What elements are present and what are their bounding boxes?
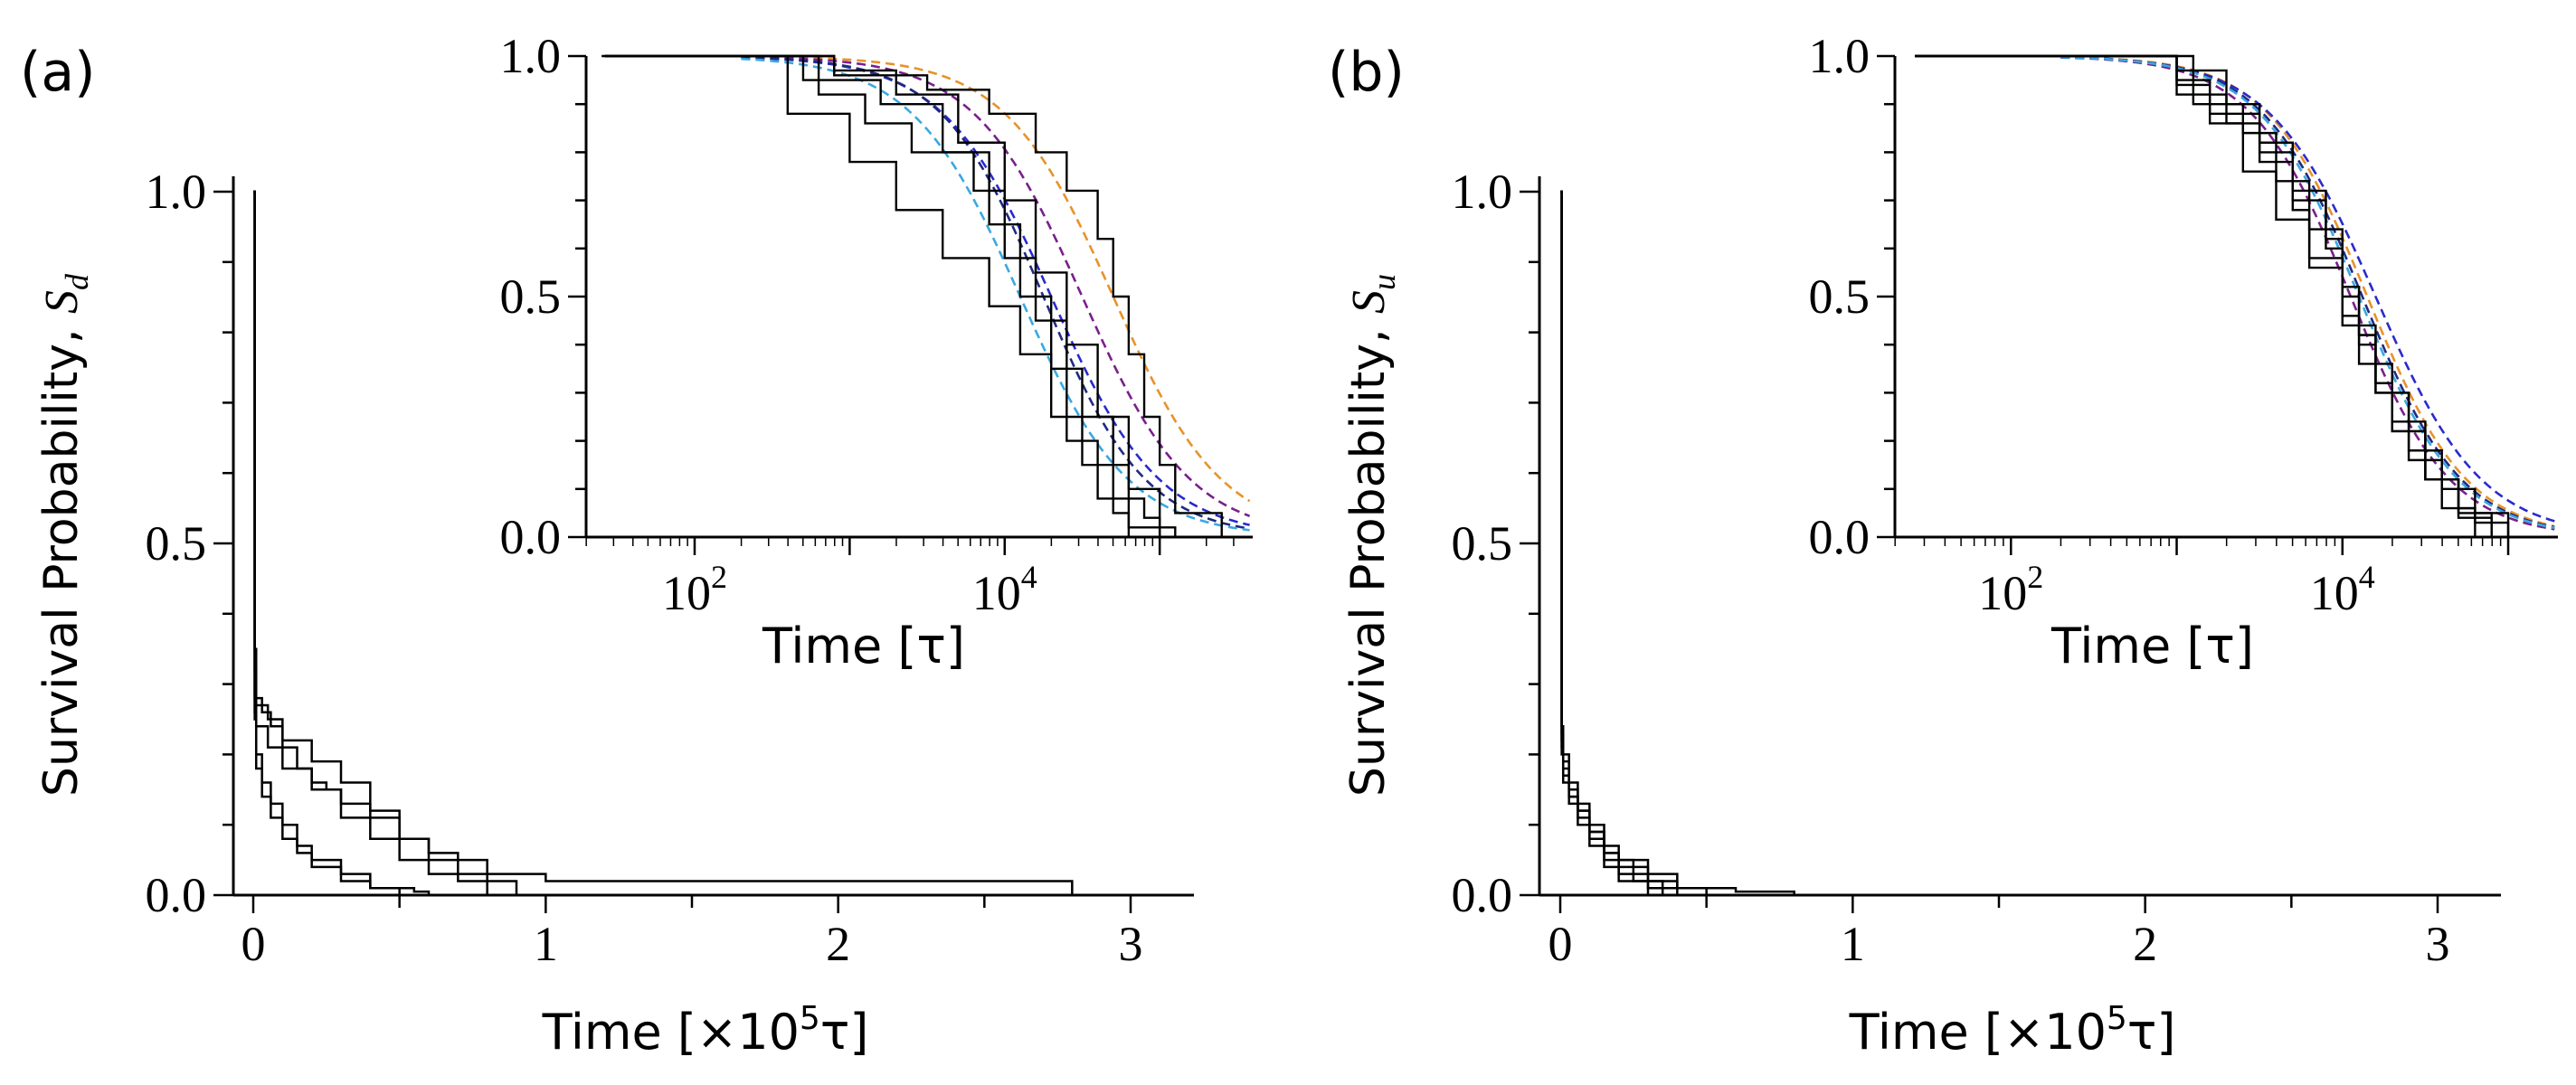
panel-b-inset-ytick-label: 0.0 — [1809, 510, 1870, 564]
panel-a-inset-series-5 — [604, 54, 1161, 537]
panel-b-xtick-label: 3 — [2426, 917, 2450, 971]
panel-b-xtick-label: 1 — [1841, 917, 1865, 971]
panel-a-inset-fit-curve-1 — [741, 55, 1251, 503]
panel-b-inset-fit-curve-3 — [2060, 56, 2555, 523]
panel-a-inset-xlabel: Time [τ] — [762, 618, 965, 675]
panel-b-inset-xtick-label: 104 — [2310, 559, 2375, 620]
panel-a-inset-xtick-label: 102 — [662, 559, 727, 620]
panel-a-inset-xtick-label: 104 — [972, 559, 1037, 620]
panel-b-inset-fit-curve-5 — [2060, 56, 2555, 530]
panel-b-xlabel: Time [×105τ] — [1849, 1000, 2176, 1061]
panel-a-xtick-label: 1 — [534, 917, 558, 971]
panel-b-xtick-label: 2 — [2133, 917, 2157, 971]
panel-a-inset-series-3 — [604, 54, 1177, 537]
panel-a-inset-ytick-label: 1.0 — [500, 29, 562, 83]
panel-a-xtick-label: 0 — [242, 917, 266, 971]
panel-a-inset-series-2 — [604, 54, 1161, 537]
panel-a-ytick-label: 1.0 — [146, 165, 207, 219]
panel-a-ytick-label: 0.0 — [146, 868, 207, 922]
panel-b-inset-ytick-label: 1.0 — [1809, 29, 1870, 83]
panel-a-xtick-label: 2 — [826, 917, 850, 971]
panel-a-ylabel: Survival Probability, Sd — [34, 273, 95, 797]
panel-b-xtick-label: 0 — [1548, 917, 1573, 971]
panel-a-series-2 — [253, 190, 518, 895]
panel-a-inset-fit-curve-5 — [741, 57, 1250, 532]
panel-a-inset-ytick-label: 0.5 — [500, 269, 562, 324]
panel-a-inset-series-4 — [604, 54, 1131, 537]
panel-b-ylabel: Survival Probability, Su — [1341, 274, 1402, 797]
panel-a-main-axes — [232, 176, 1194, 897]
panel-b-inset-series-2 — [1914, 54, 2510, 537]
panel-a-inset-ytick-label: 0.0 — [500, 510, 562, 564]
panel-b-inset-xtick-label: 102 — [1978, 559, 2043, 620]
panel-b-inset-ytick-label: 0.5 — [1809, 269, 1870, 324]
panel-a-series-1 — [253, 190, 1074, 895]
panel-b: (b) 0.0 0.5 1.0 0 1 2 3 Survival Probability,… — [1328, 29, 2558, 1061]
panel-a-label: (a) — [20, 41, 96, 104]
panel-a-series-5 — [253, 190, 431, 895]
panel-b-inset-series-5 — [1914, 54, 2477, 537]
panel-b-inset-xlabel: Time [τ] — [2050, 618, 2254, 675]
panel-b-inset-fit-curve-2 — [2060, 56, 2555, 531]
panel-b-label: (b) — [1328, 41, 1405, 104]
panel-a-xlabel: Time [×105τ] — [542, 1000, 869, 1061]
panel-b-inset-series-1 — [1914, 54, 2510, 537]
panel-b-inset-axes — [1893, 56, 2558, 539]
panel-b-inset-fit-curve-1 — [2060, 55, 2555, 528]
panel-b-inset-series-4 — [1914, 54, 2493, 537]
panel-a-inset-fit-curve-3 — [741, 56, 1250, 526]
panel-a-inset-series-1 — [601, 54, 1223, 537]
panel-b-series-5 — [1560, 190, 1708, 895]
panel-b-ytick-label: 0.5 — [1452, 516, 1513, 571]
panel-b-ytick-label: 1.0 — [1452, 165, 1513, 219]
panel-b-ytick-label: 0.0 — [1452, 868, 1513, 922]
panel-a: (a) 0.0 0.5 1.0 0 1 2 3 Survival Probability,… — [20, 29, 1253, 1061]
panel-a-ytick-label: 0.5 — [146, 516, 207, 571]
panel-b-main-axes — [1538, 176, 2501, 897]
panel-b-series-1 — [1560, 190, 1795, 895]
panel-a-inset-fit-curve-4 — [741, 56, 1250, 530]
panel-b-inset-series-3 — [1914, 54, 2493, 537]
panel-a-inset-fit-curve-2 — [741, 55, 1251, 518]
panel-a-inset-axes — [584, 56, 1253, 539]
panel-a-xtick-label: 3 — [1119, 917, 1143, 971]
panel-b-inset-fit-curve-4 — [2060, 55, 2555, 529]
